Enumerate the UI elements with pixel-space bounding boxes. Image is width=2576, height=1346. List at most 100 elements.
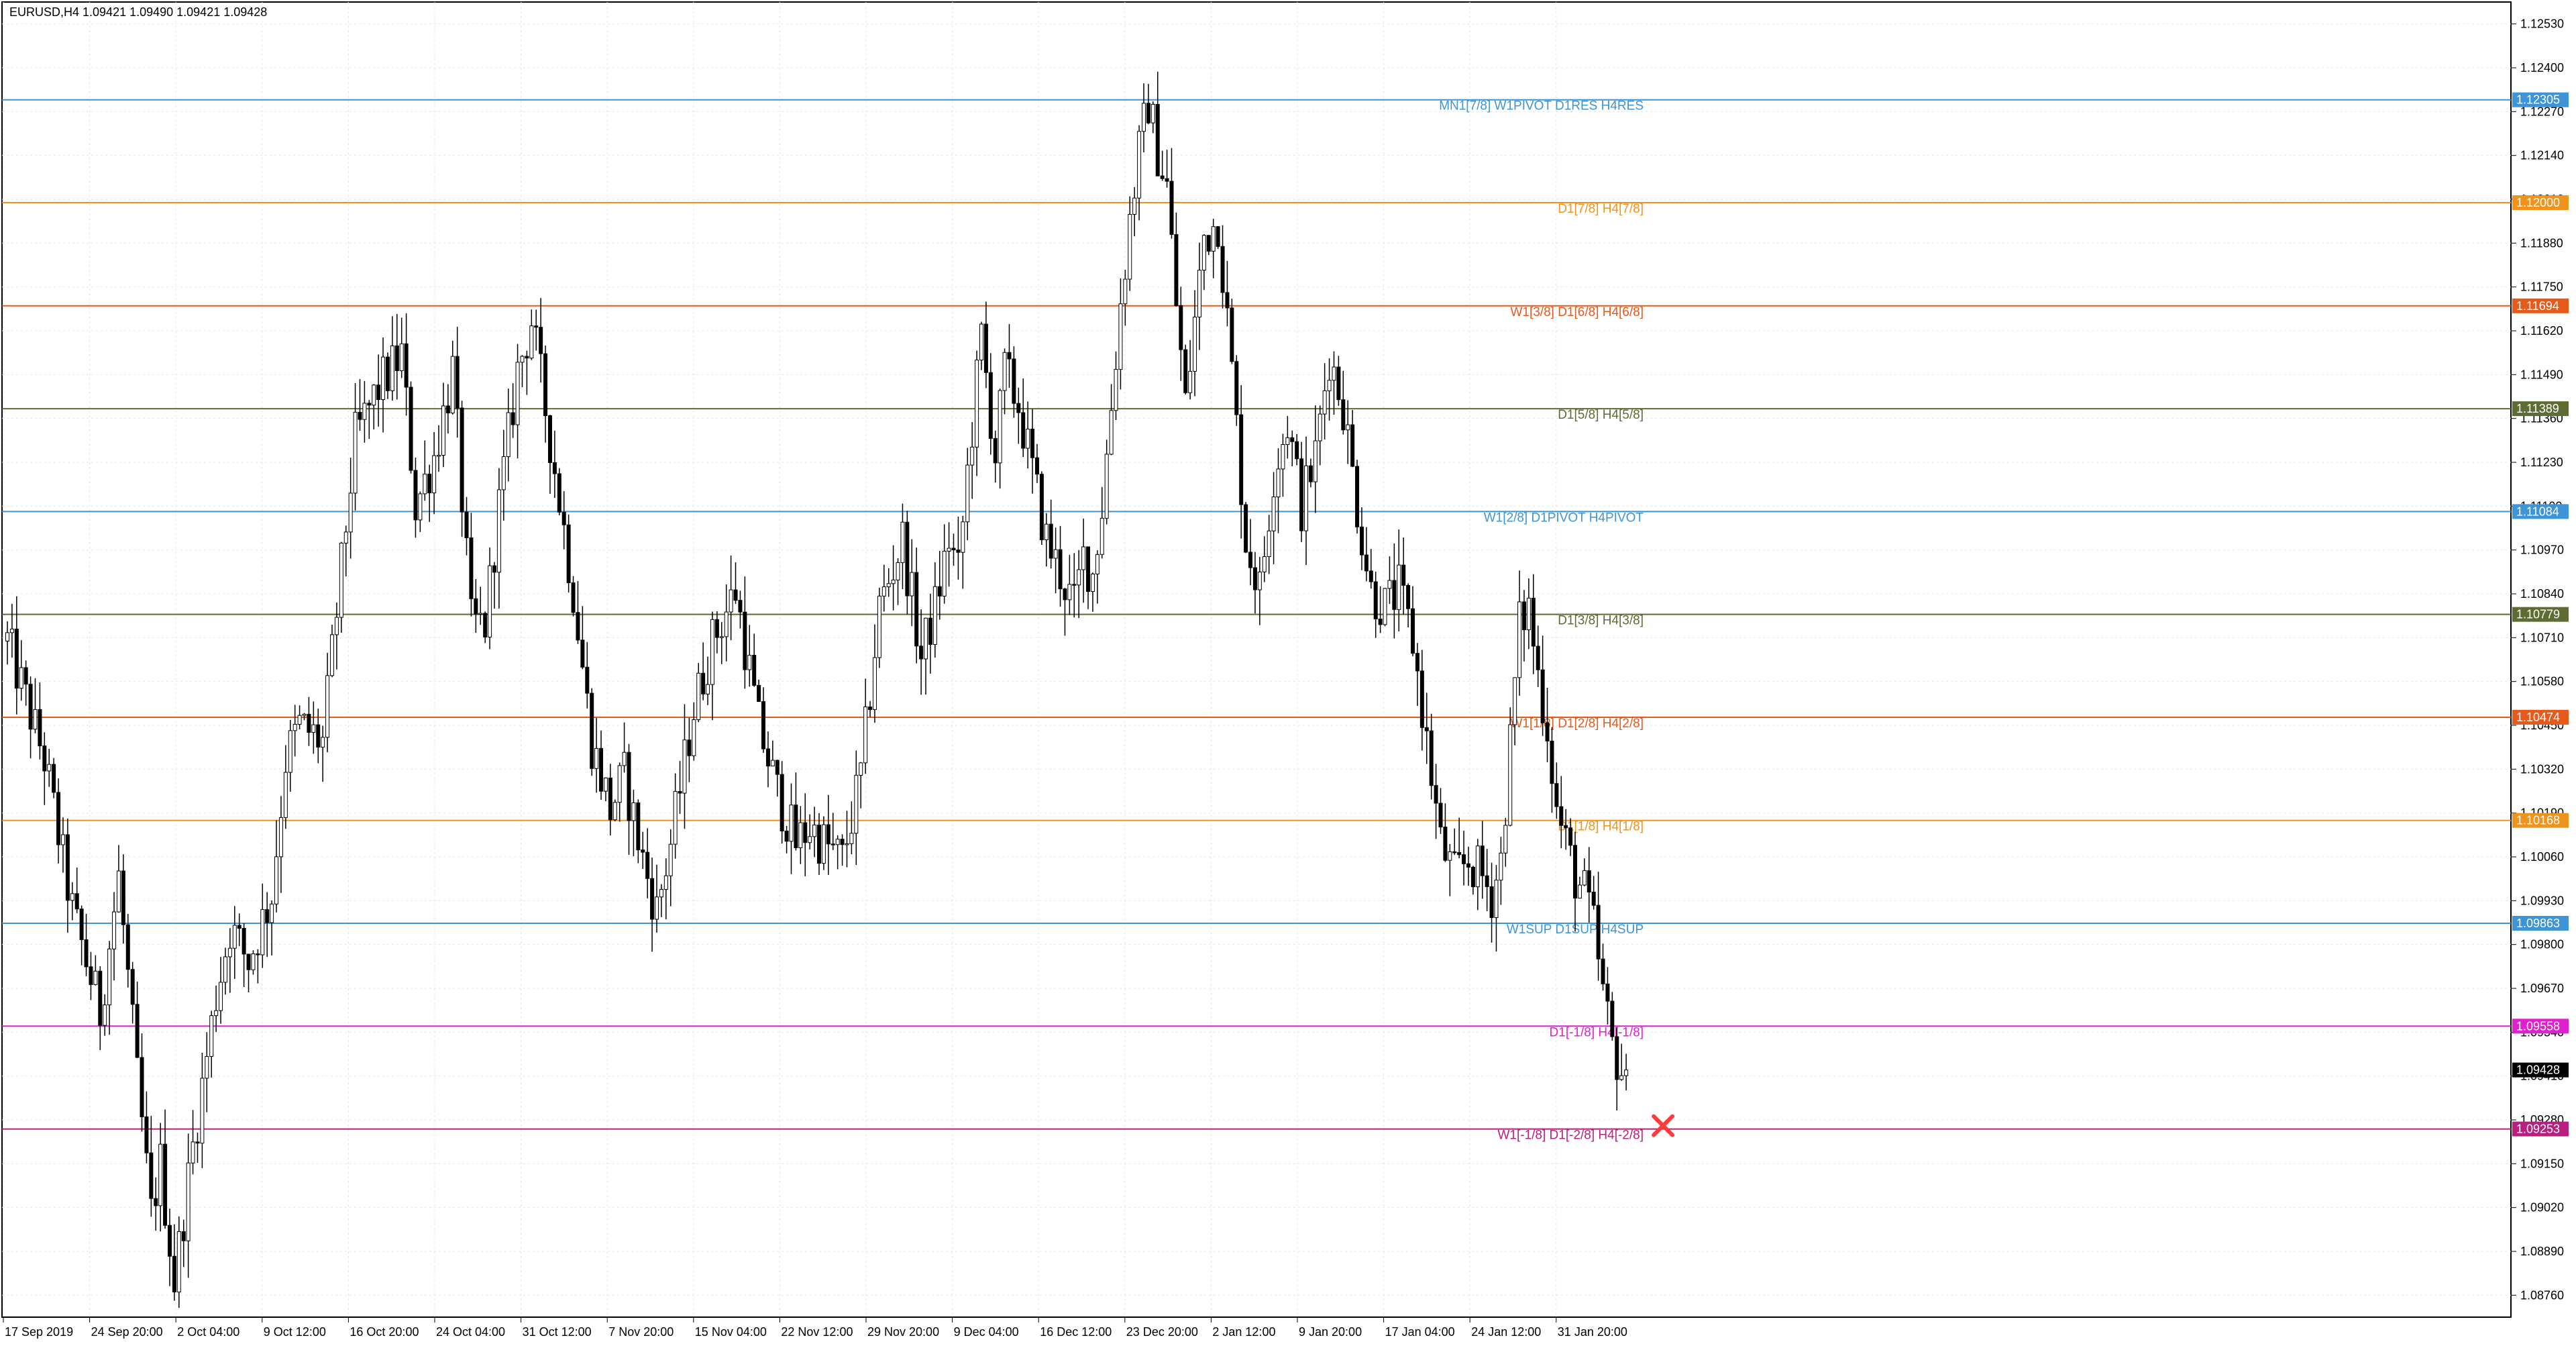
candle-body	[1012, 358, 1016, 404]
candle	[706, 656, 710, 705]
candle-body	[158, 1143, 163, 1206]
level-label: D1[3/8] H4[3/8]	[1558, 614, 1644, 628]
candle-body	[381, 356, 386, 400]
candle	[617, 762, 622, 822]
candle-body	[1587, 870, 1591, 892]
candle	[65, 818, 70, 933]
candle	[394, 313, 399, 400]
candle	[1452, 828, 1457, 856]
candle-body	[1109, 410, 1114, 455]
candle	[845, 811, 849, 868]
candle-body	[710, 619, 714, 685]
candle-body	[812, 825, 817, 837]
candle-body	[1591, 891, 1596, 906]
candle-body	[886, 583, 891, 588]
candle	[1146, 84, 1150, 125]
candle	[1295, 433, 1299, 466]
candle-body	[251, 953, 256, 970]
candle	[19, 640, 23, 701]
candle	[116, 845, 121, 913]
candle	[74, 868, 79, 913]
candle	[576, 581, 580, 644]
level-price-tag	[2512, 709, 2569, 725]
candle-body	[1415, 653, 1419, 672]
candle-body	[1276, 468, 1281, 498]
candle	[455, 327, 460, 438]
candle-body	[404, 343, 409, 388]
candle	[849, 801, 854, 855]
candle-body	[1350, 424, 1355, 467]
candle	[181, 1219, 186, 1267]
candle-body	[872, 657, 877, 711]
candle	[1276, 448, 1281, 533]
candle-body	[1160, 175, 1165, 179]
candle-body	[932, 586, 937, 645]
candle	[1225, 260, 1230, 327]
candle	[1448, 843, 1452, 896]
candle	[506, 389, 511, 482]
candle	[1559, 776, 1564, 849]
candle	[826, 794, 830, 875]
candle-body	[673, 790, 678, 845]
candle-body	[103, 1004, 107, 1026]
candle-body	[951, 548, 956, 551]
candle-body	[580, 639, 585, 668]
candle	[427, 464, 432, 522]
candle-body	[1007, 352, 1012, 360]
candle	[650, 858, 655, 952]
candle-body	[770, 760, 775, 767]
candle	[1128, 196, 1132, 291]
candle	[288, 719, 292, 792]
candle	[1378, 586, 1383, 633]
candle	[52, 758, 56, 798]
candles[interactable]	[5, 71, 1629, 1308]
candle-body	[1531, 597, 1536, 647]
candle-body	[460, 407, 464, 513]
candle-body	[501, 456, 506, 490]
candle-body	[868, 707, 873, 711]
candle-body	[1327, 380, 1332, 391]
candle	[1322, 363, 1327, 439]
candle-body	[1058, 549, 1063, 590]
candle	[710, 611, 714, 721]
candle	[135, 982, 140, 1058]
candle	[130, 962, 135, 1024]
candle	[1150, 101, 1155, 134]
candle	[297, 705, 302, 729]
candle-body	[566, 524, 571, 584]
candle	[270, 900, 274, 955]
candle	[1336, 356, 1341, 406]
candle	[1230, 299, 1234, 364]
candle	[1517, 570, 1522, 696]
candle	[724, 584, 729, 662]
candle-body	[849, 833, 854, 844]
candle	[1109, 384, 1114, 456]
candle	[1044, 513, 1049, 567]
candle-body	[488, 565, 492, 637]
candle	[608, 764, 612, 836]
candle	[219, 957, 223, 1024]
candle-body	[659, 889, 663, 898]
candle-body	[682, 739, 687, 794]
y-tick-label: 1.12140	[2520, 149, 2564, 162]
candle-body	[1615, 1036, 1619, 1080]
candle-body	[520, 356, 525, 363]
x-tick-label: 29 Nov 20:00	[867, 1325, 939, 1339]
candle-body	[937, 586, 942, 597]
candle-body	[835, 839, 840, 845]
candle	[5, 621, 9, 665]
candle	[543, 345, 548, 443]
candle	[1383, 588, 1387, 627]
candle-body	[330, 634, 334, 676]
candle	[932, 562, 937, 658]
candle	[1318, 405, 1322, 466]
candle-body	[89, 966, 93, 985]
candle-body	[496, 489, 501, 573]
candle	[256, 949, 260, 984]
candle-body	[803, 822, 808, 843]
candle-body	[237, 925, 241, 929]
y-tick-label: 1.09020	[2520, 1201, 2564, 1214]
candle-body	[552, 462, 557, 474]
